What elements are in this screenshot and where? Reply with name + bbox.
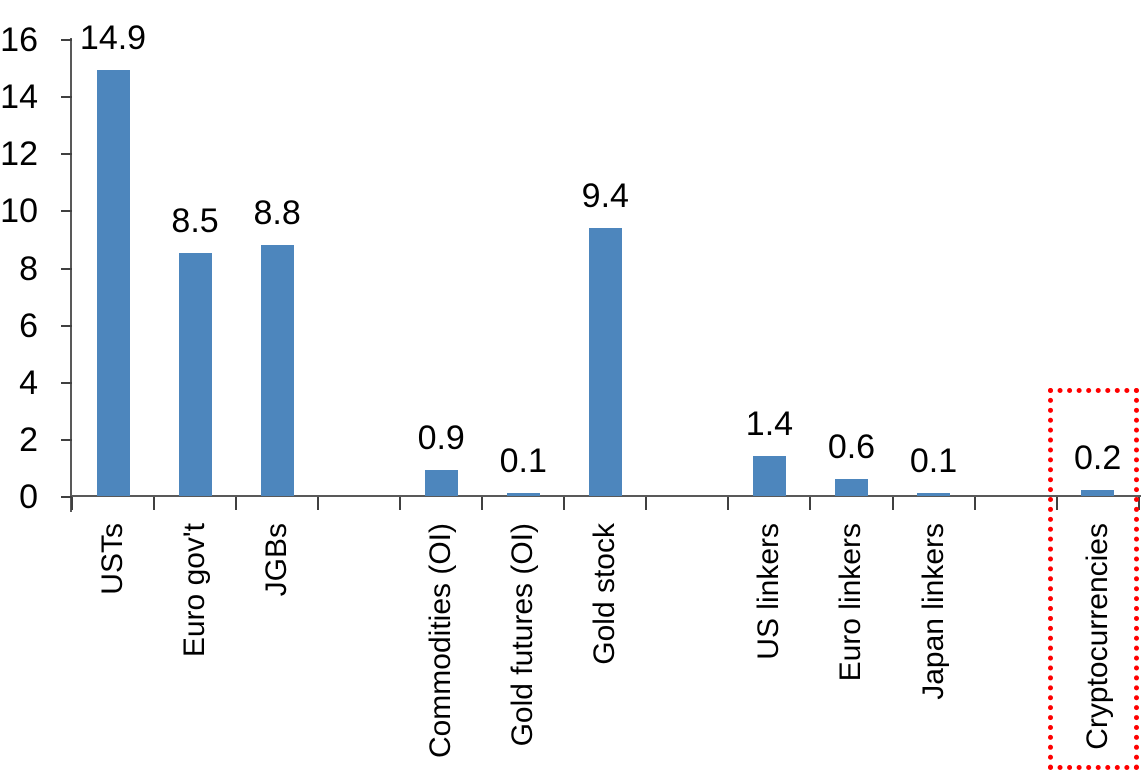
highlight-box [1048, 388, 1139, 770]
x-axis-tick [563, 497, 566, 510]
bar-value-label: 1.4 [745, 405, 794, 443]
x-axis-tick [71, 497, 73, 510]
bar-value-label: 0.1 [909, 442, 958, 480]
category-label: Commodities (OI) [424, 523, 458, 759]
y-axis-tick [61, 267, 72, 270]
bar-value-label: 0.9 [417, 419, 465, 457]
y-axis-tick [61, 153, 72, 156]
x-axis-tick [891, 497, 894, 510]
category-label: Euro linkers [834, 523, 868, 682]
x-axis-tick [727, 497, 730, 510]
category-label: US linkers [752, 523, 786, 660]
y-tick-label: 6 [19, 306, 38, 345]
x-axis-tick [481, 497, 484, 510]
bar-value-label: 0.1 [499, 442, 547, 480]
y-tick-label: 14 [0, 78, 38, 117]
y-axis-tick [61, 496, 72, 498]
bar [588, 228, 622, 496]
bar [1081, 490, 1115, 496]
y-axis-tick [61, 324, 72, 327]
y-tick-label: 16 [0, 21, 38, 59]
category-label: JGBs [260, 523, 294, 597]
category-label: Euro gov't [178, 523, 212, 658]
category-label: Japan linkers [916, 523, 950, 700]
y-axis-line [70, 38, 72, 512]
bar [178, 253, 212, 496]
bar-value-label: 14.9 [79, 19, 147, 57]
bar [424, 470, 458, 496]
category-label: Gold futures (OI) [506, 523, 540, 747]
y-axis-tick [61, 438, 72, 441]
bar-value-label: 0.2 [1073, 439, 1122, 477]
y-tick-label: 8 [19, 249, 38, 288]
bar [752, 456, 786, 496]
y-tick-label: 12 [0, 135, 38, 174]
y-tick-label: 0 [19, 478, 38, 516]
x-axis-tick [973, 497, 976, 510]
x-axis-line [70, 495, 1141, 497]
x-axis-tick [645, 497, 648, 510]
bar-value-label: 8.8 [253, 194, 301, 232]
y-axis-tick [61, 96, 72, 99]
bar [96, 70, 130, 496]
x-axis-tick [153, 497, 156, 510]
y-tick-label: 2 [19, 420, 38, 459]
category-label: Gold stock [588, 523, 622, 665]
bar [260, 245, 294, 496]
x-axis-tick [235, 497, 238, 510]
y-tick-label: 4 [19, 363, 38, 402]
x-axis-tick [399, 497, 402, 510]
bar [834, 479, 868, 496]
bar [506, 493, 540, 496]
y-axis-tick [61, 381, 72, 384]
category-label: USTs [96, 523, 130, 595]
bar [917, 493, 951, 496]
x-axis-tick [1055, 497, 1058, 510]
x-axis-tick [809, 497, 812, 510]
y-axis-tick [61, 210, 72, 213]
bar-value-label: 8.5 [171, 202, 219, 240]
y-axis-tick [61, 39, 72, 41]
bar-value-label: 9.4 [581, 177, 629, 215]
y-tick-label: 10 [0, 192, 38, 231]
x-axis-tick [317, 497, 320, 510]
bar-value-label: 0.6 [827, 428, 876, 466]
